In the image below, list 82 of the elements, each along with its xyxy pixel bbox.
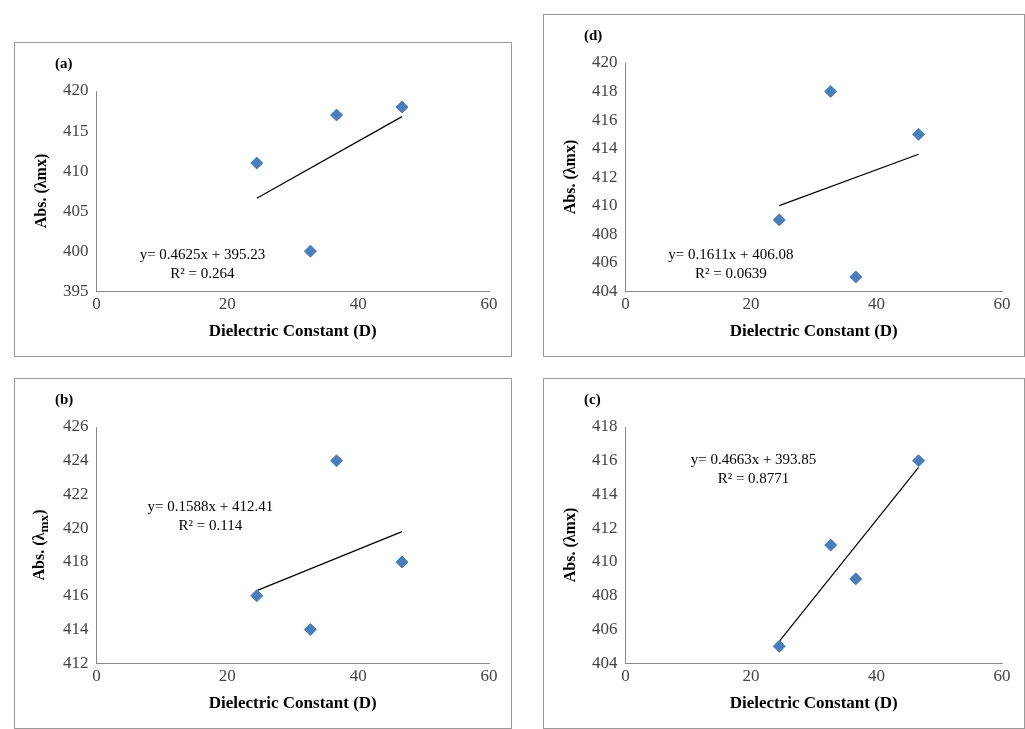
x-tick-label: 20 xyxy=(218,665,236,685)
y-axis-title: Abs. (λmx) xyxy=(32,153,50,229)
x-tick-label: 60 xyxy=(993,293,1011,313)
chart-title: (b) xyxy=(55,390,74,408)
annotation: R² = 0.264 xyxy=(170,265,236,282)
y-tick-label: 406 xyxy=(592,252,618,272)
chart-title: (c) xyxy=(584,390,601,408)
y-tick-label: 424 xyxy=(63,450,89,470)
y-tick-label: 404 xyxy=(592,652,618,672)
y-tick-label: 410 xyxy=(592,551,618,571)
y-tick-label: 418 xyxy=(63,551,89,571)
x-tick-label: 0 xyxy=(621,665,630,685)
point xyxy=(303,244,317,258)
point xyxy=(303,622,317,636)
x-tick-label: 60 xyxy=(480,293,498,313)
point xyxy=(395,100,409,114)
y-tick-label: 416 xyxy=(592,109,618,129)
x-tick-label: 0 xyxy=(92,665,101,685)
annotation: R² = 0.8771 xyxy=(717,470,790,487)
point xyxy=(330,108,344,122)
chart-title: (d) xyxy=(584,26,603,44)
x-tick-label: 20 xyxy=(742,293,760,313)
annotation: y= 0.4625x + 395.23 xyxy=(139,246,266,263)
x-tick-label: 0 xyxy=(92,293,101,313)
x-tick-label: 40 xyxy=(868,665,885,685)
y-tick-label: 412 xyxy=(63,652,89,672)
y-tick-label: 420 xyxy=(63,80,89,100)
y-tick-label: 404 xyxy=(592,280,618,300)
x-tick-label: 20 xyxy=(742,665,760,685)
point xyxy=(395,555,409,569)
point xyxy=(824,85,838,99)
x-tick-label: 60 xyxy=(993,665,1011,685)
y-tick-label: 418 xyxy=(592,80,618,100)
y-axis-title: Abs. (λmx) xyxy=(561,507,579,583)
y-tick-label: 418 xyxy=(592,416,618,436)
y-tick-label: 410 xyxy=(592,195,618,215)
y-tick-label: 400 xyxy=(63,240,89,260)
point xyxy=(250,156,264,170)
x-tick-label: 20 xyxy=(218,293,236,313)
y-tick-label: 426 xyxy=(63,416,89,436)
y-tick-label: 408 xyxy=(592,223,618,243)
x-tick-label: 40 xyxy=(868,293,885,313)
point xyxy=(772,639,786,653)
annotation: y= 0.1611x + 406.08 xyxy=(668,245,794,262)
y-tick-label: 406 xyxy=(592,618,618,638)
y-tick-label: 412 xyxy=(592,517,618,537)
point xyxy=(912,127,926,141)
point xyxy=(849,270,863,284)
chart-title: (a) xyxy=(55,54,73,72)
point xyxy=(912,454,926,468)
y-tick-label: 408 xyxy=(592,585,618,605)
point xyxy=(824,538,838,552)
x-tick-label: 0 xyxy=(621,293,630,313)
point xyxy=(250,589,264,603)
y-tick-label: 420 xyxy=(63,517,89,537)
y-tick-label: 416 xyxy=(592,450,618,470)
y-tick-label: 420 xyxy=(592,52,618,72)
point xyxy=(772,213,786,227)
y-axis-title: Abs. (λmx) xyxy=(561,139,579,215)
x-tick-label: 60 xyxy=(480,665,498,685)
y-tick-label: 422 xyxy=(63,483,89,503)
x-tick-label: 40 xyxy=(349,293,367,313)
x-axis-title: Dielectric Constant (D) xyxy=(208,321,377,341)
y-tick-label: 414 xyxy=(63,618,89,638)
point xyxy=(330,454,344,468)
annotation: y= 0.1588x + 412.41 xyxy=(147,498,274,515)
point xyxy=(849,572,863,586)
y-tick-label: 412 xyxy=(592,166,618,186)
y-tick-label: 405 xyxy=(63,200,89,220)
y-tick-label: 410 xyxy=(63,160,89,180)
annotation: R² = 0.114 xyxy=(178,517,243,534)
x-tick-label: 40 xyxy=(349,665,367,685)
x-axis-title: Dielectric Constant (D) xyxy=(729,321,898,341)
x-axis-title: Dielectric Constant (D) xyxy=(208,693,377,713)
y-tick-label: 414 xyxy=(592,483,618,503)
y-tick-label: 395 xyxy=(63,280,89,300)
y-tick-label: 415 xyxy=(63,120,89,140)
annotation: R² = 0.0639 xyxy=(695,264,767,281)
annotation: y= 0.4663x + 393.85 xyxy=(690,451,817,468)
y-tick-label: 416 xyxy=(63,585,89,605)
y-tick-label: 414 xyxy=(592,138,618,158)
x-axis-title: Dielectric Constant (D) xyxy=(729,693,898,713)
